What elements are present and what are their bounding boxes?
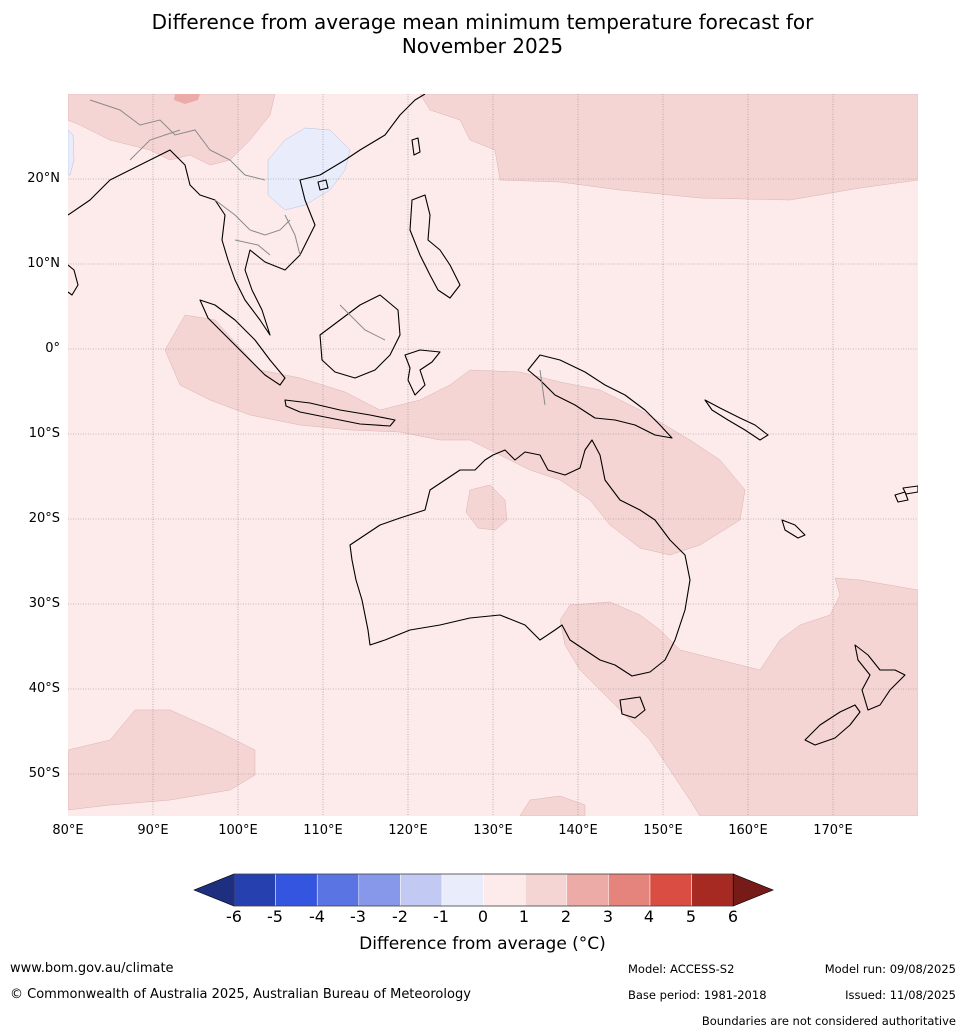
colorbar-extend-low	[193, 873, 235, 907]
warm-region-north-pacific	[419, 94, 918, 201]
country-boundaries	[89, 99, 546, 406]
boundaries-disclaimer: Boundaries are not considered authoritat…	[701, 1014, 956, 1028]
warm-region-southern-ocean	[68, 709, 256, 811]
colorbar-segment	[649, 873, 692, 907]
lon-label-150e: 150°E	[643, 823, 683, 838]
colorbar-tick: 4	[643, 907, 655, 926]
lon-label-100e: 100°E	[218, 823, 258, 838]
warm-region-south-china	[68, 94, 276, 166]
colorbar-segment	[233, 873, 276, 907]
model-run-text: Model run: 09/08/2025	[824, 962, 956, 976]
colorbar-segment	[275, 873, 318, 907]
colorbar-tick: -4	[309, 907, 325, 926]
colorbar-tick: -1	[433, 907, 449, 926]
lat-label-40s: 40°S	[28, 681, 60, 696]
lat-label-20s: 20°S	[28, 511, 60, 526]
coastline-hainan	[317, 179, 329, 191]
warm-region-tasman-sea	[559, 577, 918, 816]
lon-label-170e: 170°E	[813, 823, 853, 838]
lat-label-20n: 20°N	[27, 171, 60, 186]
colorbar-segment	[483, 873, 526, 907]
lon-label-130e: 130°E	[473, 823, 513, 838]
lat-label-10n: 10°N	[27, 256, 60, 271]
lon-label-90e: 90°E	[137, 823, 169, 838]
colorbar-tick: -6	[226, 907, 242, 926]
colorbar-tick: 1	[518, 907, 530, 926]
colorbar-title: Difference from average (°C)	[359, 934, 606, 954]
title-line-2: November 2025	[401, 34, 564, 58]
colorbar-segment	[691, 873, 734, 907]
colorbar-segment	[400, 873, 443, 907]
lat-label-0: 0°	[45, 341, 60, 356]
issued-text: Issued: 11/08/2025	[845, 988, 956, 1002]
lat-label-10s: 10°S	[28, 426, 60, 441]
gridlines	[68, 94, 918, 816]
coastline-sri-lanka	[68, 264, 79, 296]
copyright-text: © Commonwealth of Australia 2025, Austra…	[10, 987, 471, 1002]
lon-label-110e: 110°E	[303, 823, 343, 838]
base-period-text: Base period: 1981-2018	[628, 988, 767, 1002]
colorbar-tick: 3	[602, 907, 614, 926]
colorbar-tick: -2	[392, 907, 408, 926]
coastline-java	[284, 399, 396, 427]
cool-region-india	[68, 129, 75, 176]
coastline-asia-mainland	[68, 94, 426, 336]
colorbar	[193, 873, 775, 907]
warmer-region-himalaya	[174, 94, 200, 104]
coastline-vanuatu	[781, 519, 806, 539]
colorbar-segment	[608, 873, 651, 907]
coastline-solomon	[704, 399, 769, 441]
colorbar-tick: -5	[267, 907, 283, 926]
colorbar-segment	[358, 873, 401, 907]
colorbar-segment	[316, 873, 360, 907]
colorbar-tick: -3	[350, 907, 366, 926]
colorbar-segment	[566, 873, 609, 907]
website-link[interactable]: www.bom.gov.au/climate	[10, 961, 174, 976]
lon-label-160e: 160°E	[728, 823, 768, 838]
lat-label-30s: 30°S	[28, 596, 60, 611]
colorbar-tick: 6	[727, 907, 739, 926]
warm-region-indian-ocean	[164, 314, 746, 556]
lon-label-120e: 120°E	[388, 823, 428, 838]
title-line-1: Difference from average mean minimum tem…	[151, 10, 814, 34]
colorbar-tick: 5	[685, 907, 697, 926]
coastline-sumatra	[199, 299, 286, 386]
colorbar-segment	[441, 873, 484, 907]
coastline-new-zealand-south	[804, 704, 861, 746]
colorbar-tick: 0	[477, 907, 489, 926]
colorbar-frame	[233, 873, 734, 907]
map-title: Difference from average mean minimum tem…	[0, 10, 965, 58]
coastline-tasmania	[619, 696, 646, 719]
colorbar-segment	[524, 873, 568, 907]
lon-label-140e: 140°E	[558, 823, 598, 838]
cool-region-south-china-sea	[267, 127, 351, 211]
model-text: Model: ACCESS-S2	[628, 962, 735, 976]
coastline-new-guinea	[527, 354, 673, 439]
coastline-new-zealand-north	[854, 644, 906, 711]
colorbar-extend-high	[732, 873, 775, 907]
coastlines	[68, 94, 918, 746]
coastline-taiwan	[411, 137, 421, 156]
coastline-fiji	[894, 485, 918, 503]
coastline-philippines	[409, 194, 461, 299]
coastline-sulawesi	[404, 349, 441, 396]
coastline-borneo	[319, 294, 401, 379]
map-field	[68, 94, 918, 816]
colorbar-tick: 2	[560, 907, 572, 926]
warm-region-southern-edge	[519, 795, 586, 816]
coastline-australia	[349, 439, 691, 677]
lat-label-50s: 50°S	[28, 766, 60, 781]
lon-label-80e: 80°E	[52, 823, 84, 838]
